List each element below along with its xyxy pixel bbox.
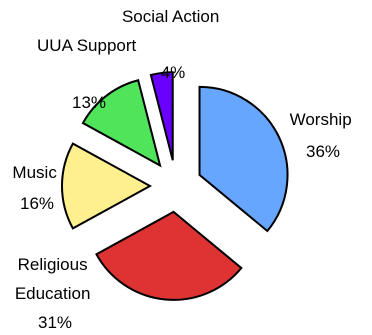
social-action-percent: 4% — [161, 63, 186, 82]
worship-percent: 36% — [306, 142, 340, 161]
religious-education-percent: 31% — [38, 313, 72, 332]
worship-label: Worship 36% — [290, 110, 357, 161]
label-layer: Social Action 4% UUA Support 13% Worship… — [12, 7, 357, 332]
religious-education-label: Religious Education 31% — [15, 255, 95, 332]
music-category: Music — [12, 163, 57, 182]
religious-education-category-line1: Religious — [18, 255, 88, 274]
music-percent: 16% — [20, 194, 54, 213]
music-label: Music 16% — [12, 163, 61, 213]
uua-support-slice — [81, 79, 162, 168]
social-action-category: Social Action — [122, 7, 219, 26]
worship-slice — [198, 85, 289, 233]
slice-layer — [61, 71, 289, 301]
religious-education-category-line2: Education — [15, 284, 91, 303]
worship-category: Worship — [290, 110, 352, 129]
music-slice — [61, 142, 153, 230]
uua-support-percent: 13% — [72, 93, 106, 112]
uua-support-category: UUA Support — [37, 36, 136, 55]
social-action-slice — [149, 71, 174, 161]
social-action-label: Social Action 4% — [122, 7, 224, 82]
religious-education-slice — [95, 210, 243, 301]
uua-support-label: UUA Support 13% — [37, 36, 141, 112]
